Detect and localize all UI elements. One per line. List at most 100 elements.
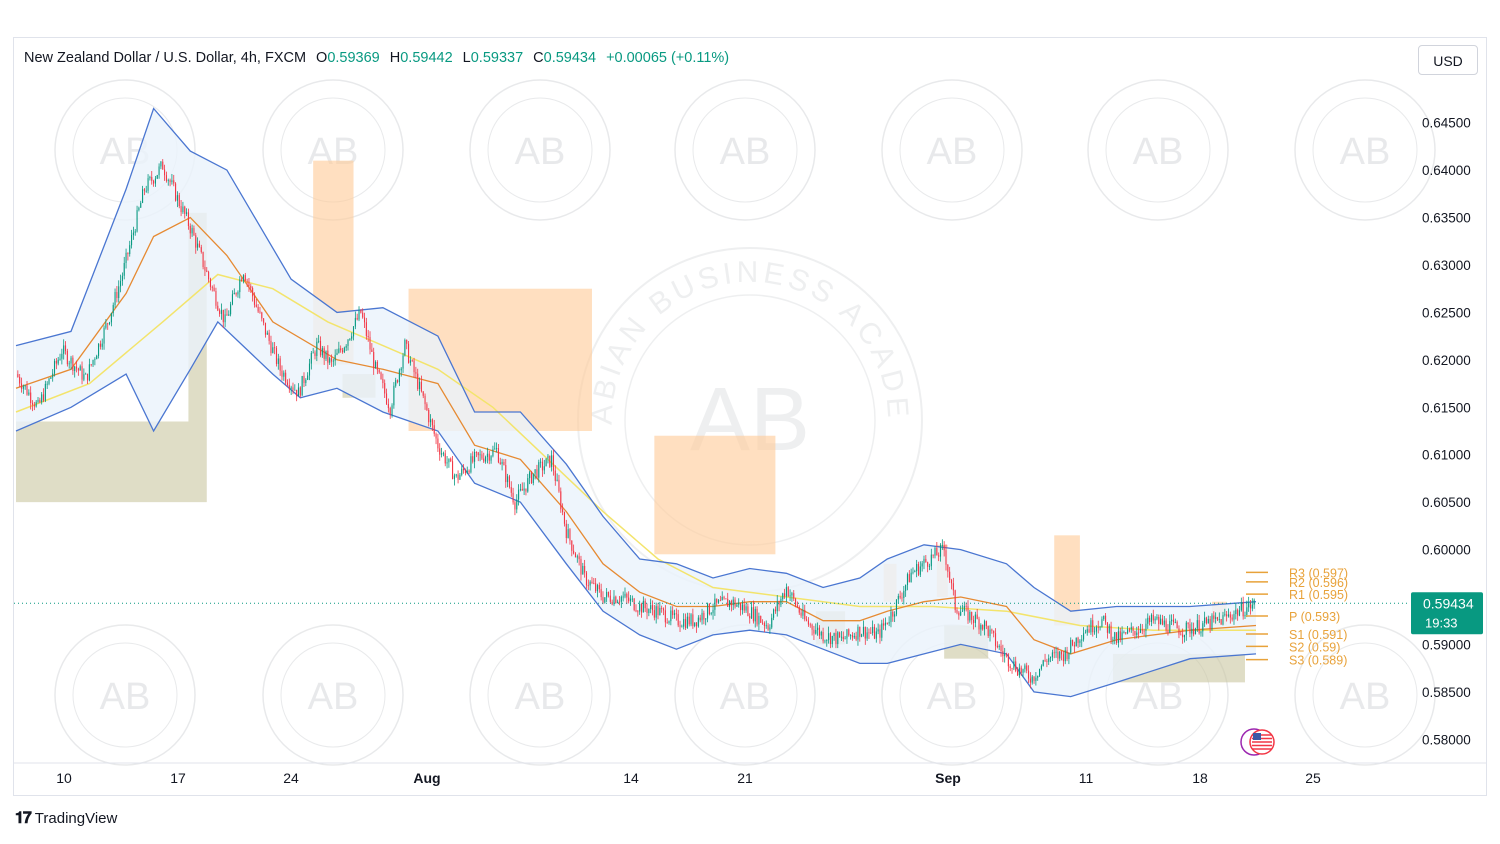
candle-body	[679, 625, 681, 627]
candle-body	[99, 343, 101, 347]
candle-body	[1251, 604, 1253, 609]
candle-body	[991, 629, 993, 631]
candle-body	[1220, 619, 1222, 625]
x-tick-label: 14	[623, 770, 639, 786]
candle-body	[1031, 676, 1033, 683]
candle-body	[1244, 614, 1246, 617]
candle-body	[329, 358, 331, 363]
candle-body	[1249, 602, 1252, 609]
candle-body	[708, 603, 710, 615]
candle-body	[870, 632, 872, 634]
candle-body	[655, 606, 657, 618]
candle-body	[906, 574, 909, 585]
candle-body	[804, 609, 806, 620]
candle-body	[165, 175, 167, 181]
candle-body	[173, 180, 175, 184]
candle-body	[63, 345, 65, 354]
candle-body	[129, 245, 131, 255]
supply-zone	[654, 435, 776, 555]
candle-body	[1053, 652, 1055, 654]
candle-body	[723, 596, 725, 599]
candle-body	[485, 456, 487, 462]
candle-body	[817, 627, 819, 631]
candle-body	[66, 350, 68, 365]
x-tick-label: 18	[1192, 770, 1208, 786]
candle-body	[274, 347, 276, 349]
candle-body	[283, 372, 285, 377]
candle-body	[1147, 617, 1149, 624]
candle-body	[52, 373, 54, 378]
candle-body	[1101, 619, 1103, 628]
candle-body	[182, 206, 184, 213]
candle-body	[109, 322, 111, 325]
candle-body	[209, 279, 211, 287]
candle-body	[1218, 619, 1220, 620]
candle-body	[914, 571, 916, 572]
candle-body	[626, 593, 628, 598]
time-axis[interactable]: 10 17 24 Aug 14 21 Sep 11 18 25	[14, 762, 1486, 786]
candle-body	[584, 565, 586, 573]
candle-body	[1083, 633, 1085, 640]
candle-body	[270, 340, 272, 353]
current-price-line: 0.59434 19:33	[14, 592, 1483, 635]
candle-body	[125, 252, 127, 263]
candle-body	[1152, 614, 1154, 621]
candle-body	[624, 593, 626, 597]
candle-body	[681, 626, 683, 628]
candle-body	[752, 607, 754, 622]
candle-body	[1160, 618, 1162, 625]
candle-body	[516, 499, 518, 510]
candle-body	[714, 598, 716, 610]
candle-body	[928, 566, 931, 567]
candle-body	[982, 624, 984, 630]
candle-body	[932, 554, 934, 556]
candle-body	[921, 563, 923, 567]
price-axis[interactable]: 0.64500 0.64000 0.63500 0.63000 0.62500 0.620…	[1422, 116, 1471, 748]
candle-body	[448, 458, 450, 463]
candle-body	[1075, 637, 1077, 647]
tradingview-logo[interactable]: 𝟏𝟕 TradingView	[15, 810, 117, 828]
currency-button[interactable]: USD	[1418, 45, 1478, 75]
candle-body	[596, 585, 599, 592]
candle-body	[387, 403, 389, 409]
candle-body	[1235, 609, 1237, 614]
candle-body	[1088, 629, 1090, 633]
us-flag-event-icon[interactable]	[1240, 728, 1275, 756]
candle-body	[1066, 650, 1068, 660]
candle-body	[461, 468, 463, 475]
candle-body	[422, 391, 424, 396]
candle-body	[578, 556, 580, 560]
tradingview-wordmark: TradingView	[34, 810, 118, 827]
candle-body	[754, 608, 756, 622]
ohlc-low: L0.59337	[462, 50, 524, 66]
candle-body	[286, 382, 289, 386]
candle-body	[734, 599, 736, 607]
candle-body	[947, 564, 949, 572]
candle-body	[1125, 632, 1127, 634]
candle-body	[1149, 617, 1151, 622]
candle-body	[503, 462, 505, 466]
candle-body	[193, 228, 195, 236]
candle-body	[1171, 619, 1173, 622]
candle-body	[20, 383, 23, 389]
candle-body	[407, 343, 410, 363]
candle-body	[132, 232, 134, 236]
candle-body	[299, 387, 301, 396]
candle-body	[1169, 621, 1171, 633]
candle-body	[420, 381, 422, 392]
candle-body	[855, 635, 857, 640]
candle-body	[1128, 629, 1130, 631]
candle-body	[677, 614, 679, 626]
y-tick-label: 0.63500	[1422, 211, 1471, 226]
candle-body	[153, 180, 155, 184]
candle-body	[367, 335, 369, 338]
candle-body	[795, 598, 797, 606]
candle-body	[971, 611, 973, 620]
candle-body	[279, 358, 281, 371]
candle-body	[376, 361, 378, 370]
candle-body	[338, 348, 340, 353]
watermark-logo-text: AB	[720, 676, 771, 718]
candle-body	[131, 235, 133, 246]
candle-body	[97, 343, 100, 356]
